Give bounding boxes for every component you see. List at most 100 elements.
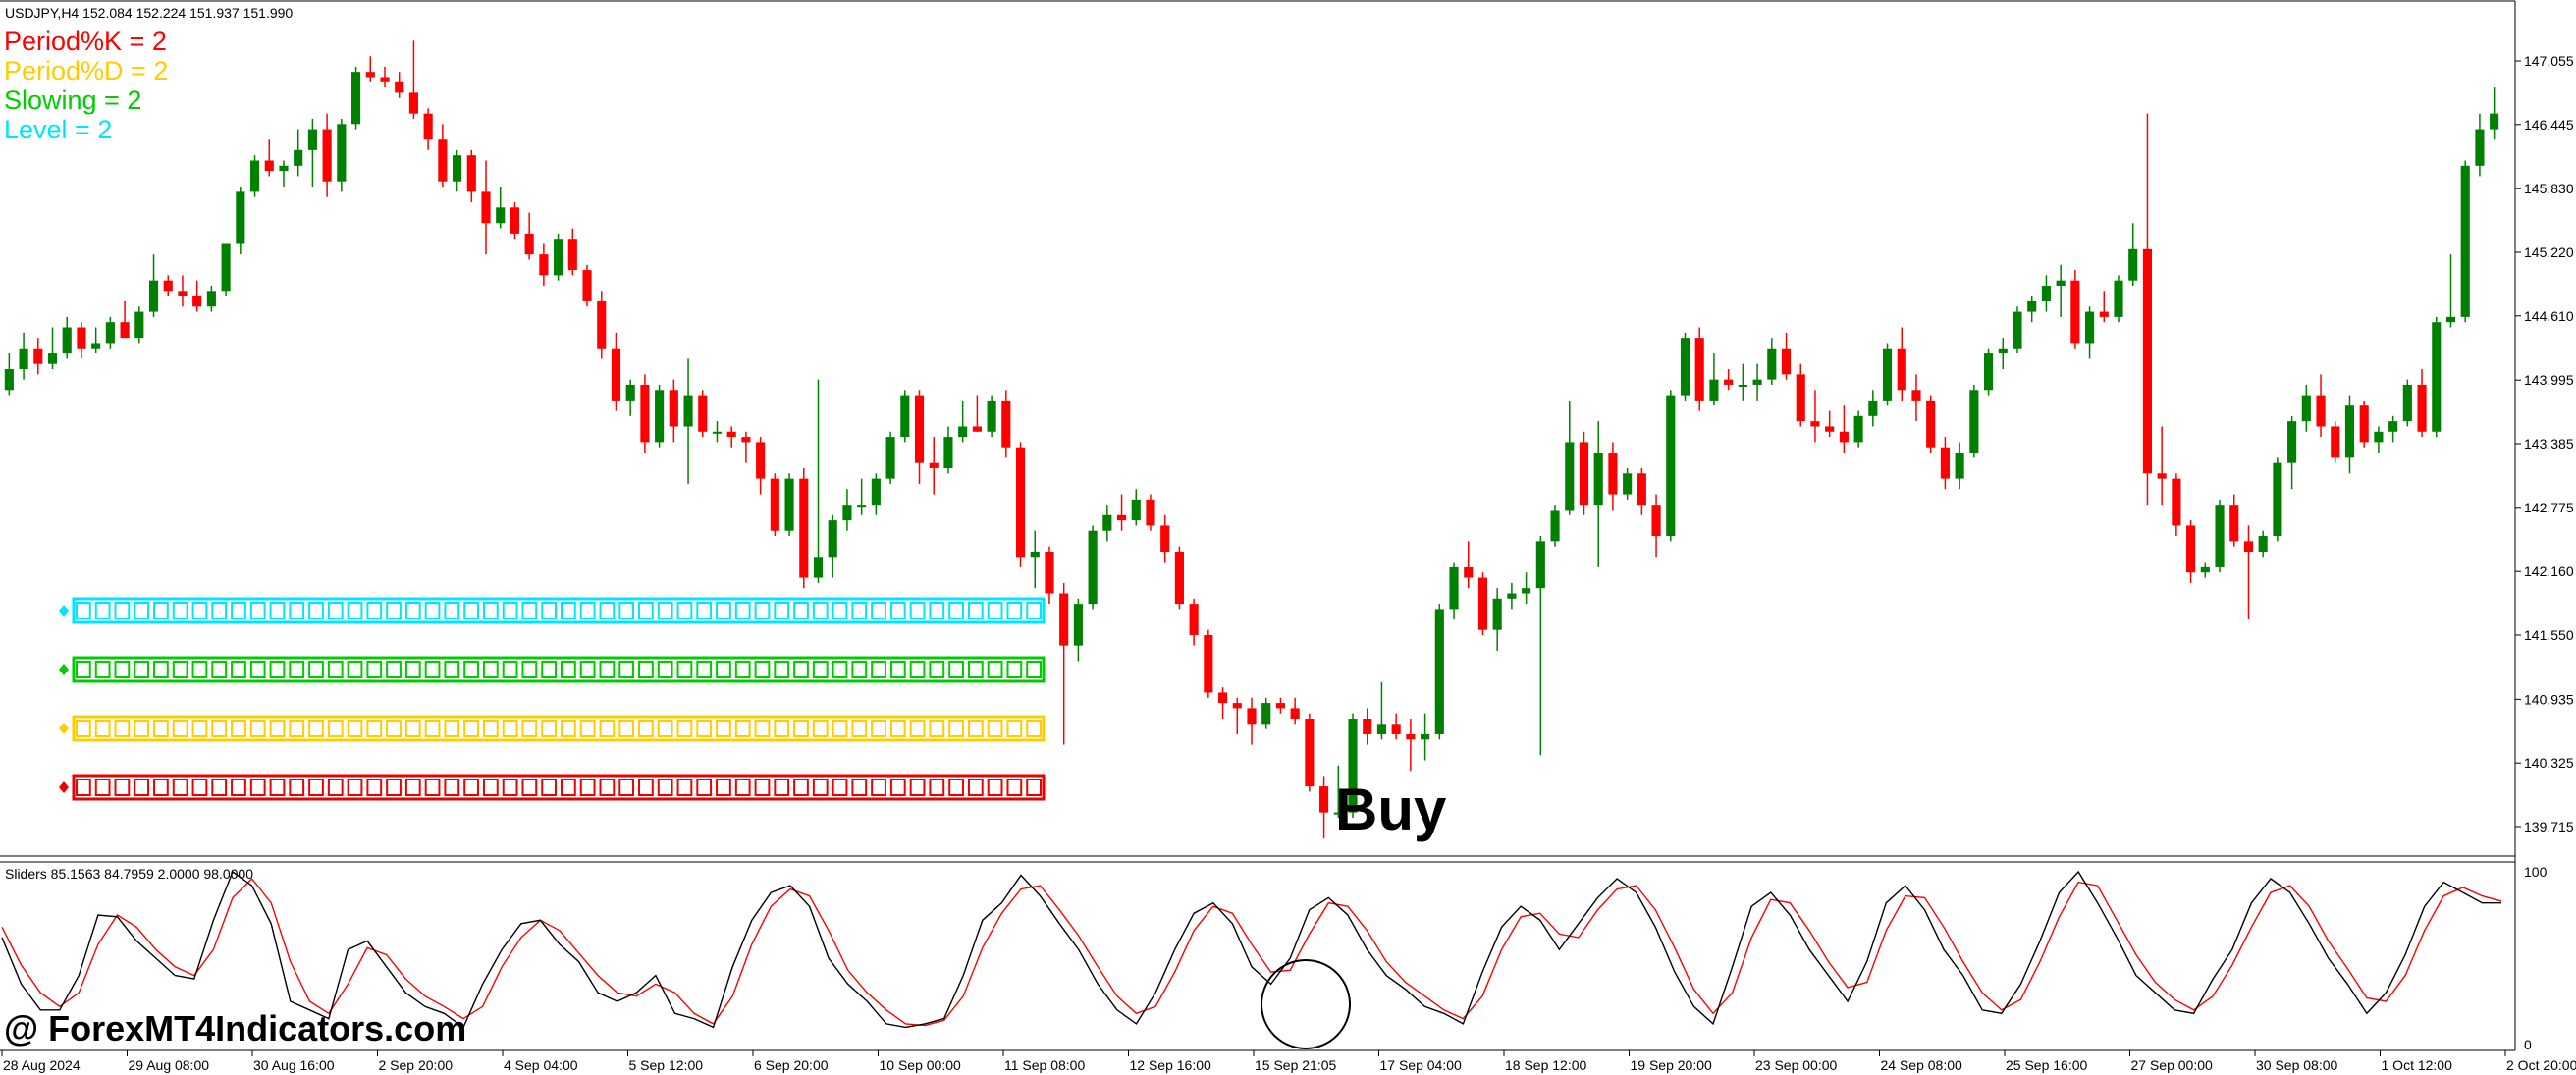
candle-body (1752, 379, 1762, 385)
slider-rows[interactable] (59, 597, 1046, 801)
candle (249, 155, 260, 197)
candle-body (206, 291, 216, 307)
candle-body (799, 478, 809, 578)
candle-body (2475, 129, 2485, 166)
candle-body (871, 478, 881, 506)
slider-row[interactable] (59, 597, 1046, 624)
candle (1593, 421, 1603, 567)
slider-cell (231, 661, 246, 678)
slider-cell (482, 720, 499, 737)
slider-frame[interactable] (72, 774, 1046, 801)
candle-body (496, 207, 506, 224)
candle-body (1767, 348, 1777, 380)
slider-row[interactable] (59, 715, 1046, 742)
oscillator-tick-label: 0 (2524, 1037, 2532, 1052)
candle-body (322, 129, 332, 182)
candle (2287, 415, 2297, 490)
candle (206, 286, 216, 312)
slider-frame[interactable] (72, 715, 1046, 742)
candle-body (2128, 248, 2138, 281)
candle (567, 228, 577, 276)
time-tick-label: 2 Oct 20:00 (2506, 1057, 2576, 1073)
candle (1810, 390, 1820, 443)
candle (1204, 629, 1213, 698)
candle-body (784, 478, 794, 531)
candle-body (510, 207, 520, 234)
candle (337, 118, 347, 192)
candle (134, 306, 144, 344)
candle (2243, 525, 2254, 620)
candle-body (669, 390, 678, 427)
slider-row[interactable] (59, 656, 1046, 683)
candle-body (365, 72, 375, 78)
candle-body (1781, 348, 1792, 375)
slider-frame[interactable] (72, 597, 1046, 624)
candle-body (1247, 708, 1257, 725)
slider-cell (153, 661, 169, 678)
parameter-label: Slowing = 2 (4, 85, 141, 115)
slider-cell (231, 720, 246, 737)
slider-cell (774, 779, 790, 796)
candle (2085, 306, 2095, 359)
candle (2417, 369, 2427, 438)
candle (669, 379, 678, 443)
candle-body (943, 437, 953, 468)
candle (1290, 697, 1300, 725)
candle-body (698, 395, 708, 432)
candle-body (567, 239, 577, 271)
slider-cell (929, 720, 945, 737)
candle-body (1955, 453, 1964, 479)
candle (2200, 562, 2210, 578)
slider-cell (754, 720, 771, 737)
slider-cell (94, 779, 111, 796)
candle (698, 390, 708, 438)
slider-cell (424, 779, 441, 796)
slider-cell (386, 602, 402, 619)
candle-body (1623, 473, 1633, 495)
candle-body (1391, 724, 1401, 734)
candle (842, 489, 852, 531)
candle-body (1897, 348, 1906, 391)
slider-cell (734, 661, 751, 678)
time-tick-label: 30 Aug 16:00 (253, 1057, 335, 1073)
candle (365, 56, 375, 82)
candle (756, 437, 766, 495)
slider-cell (269, 661, 286, 678)
candle-body (2402, 384, 2412, 422)
candle-body (1535, 541, 1545, 589)
candle (1651, 494, 1661, 558)
signal-highlight-circle (1261, 959, 1351, 1049)
slider-row[interactable] (59, 774, 1046, 801)
slider-cell (638, 661, 654, 678)
candle (62, 316, 72, 359)
candle (625, 379, 635, 416)
slider-frame[interactable] (72, 656, 1046, 683)
candle-body (2186, 525, 2196, 573)
candle-body (1983, 353, 1994, 391)
candle (857, 478, 867, 515)
slider-cell (599, 779, 616, 796)
candle (1319, 776, 1329, 839)
candle-body (221, 243, 231, 292)
buy-signal-label: Buy (1335, 777, 1447, 842)
candle (91, 327, 101, 354)
slider-cell (599, 661, 616, 678)
candle (1001, 390, 1011, 458)
candle-body (813, 557, 824, 578)
candle-body (756, 442, 766, 479)
slider-cell (948, 720, 964, 737)
candle-body (1911, 390, 1921, 401)
candle (1333, 765, 1343, 818)
candle (2172, 473, 2181, 537)
candle-body (914, 395, 925, 463)
candle-body (2432, 322, 2442, 432)
candle (496, 187, 506, 229)
slider-cell (948, 661, 964, 678)
candle (871, 473, 881, 515)
mini-label: 7.12 (986, 632, 1018, 651)
candle (1174, 546, 1184, 610)
candle-body (900, 395, 910, 438)
candle (611, 332, 621, 411)
candle-body (1449, 566, 1459, 610)
candle (1477, 572, 1488, 635)
